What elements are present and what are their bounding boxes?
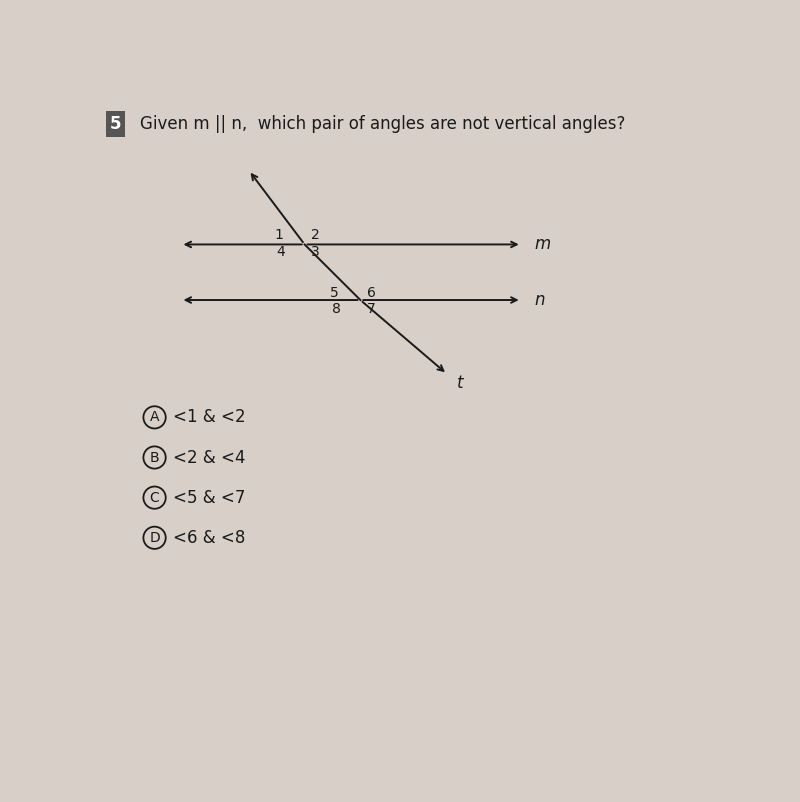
Text: A: A — [150, 411, 159, 424]
Text: 1: 1 — [274, 229, 283, 242]
Text: n: n — [534, 291, 545, 309]
Text: 7: 7 — [367, 302, 376, 316]
Text: Given m || n,  which pair of angles are not vertical angles?: Given m || n, which pair of angles are n… — [140, 115, 626, 133]
Text: 5: 5 — [110, 115, 122, 133]
Text: <5 & <7: <5 & <7 — [173, 488, 246, 507]
Text: t: t — [457, 375, 463, 392]
Text: C: C — [150, 491, 159, 504]
Text: 6: 6 — [367, 286, 376, 300]
Text: m: m — [534, 236, 550, 253]
Text: 8: 8 — [333, 302, 342, 316]
Text: <2 & <4: <2 & <4 — [173, 448, 246, 467]
Text: <1 & <2: <1 & <2 — [173, 408, 246, 427]
Text: 2: 2 — [311, 229, 320, 242]
Text: 3: 3 — [311, 245, 320, 259]
Text: D: D — [149, 531, 160, 545]
Text: 5: 5 — [330, 286, 338, 300]
Text: <6 & <8: <6 & <8 — [173, 529, 246, 547]
Text: 4: 4 — [277, 245, 286, 259]
Text: B: B — [150, 451, 159, 464]
